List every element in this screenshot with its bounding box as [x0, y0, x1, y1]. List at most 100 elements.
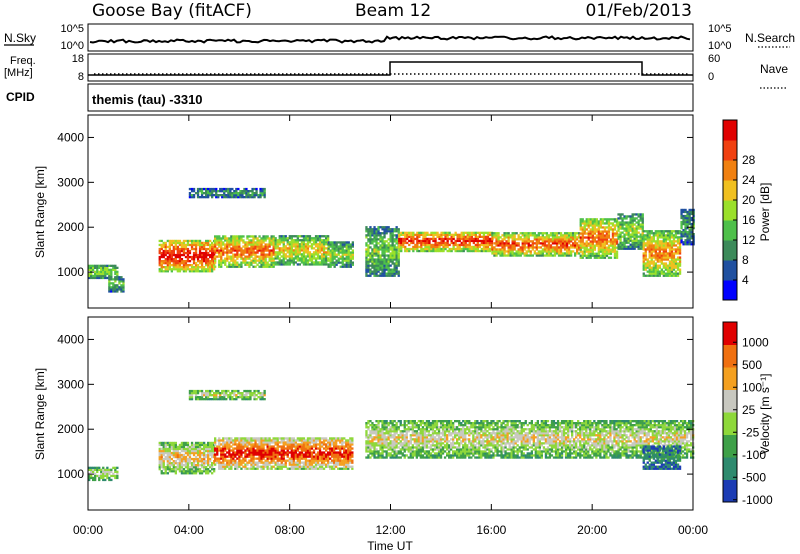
data-cell [476, 237, 479, 241]
data-cell [306, 451, 310, 454]
data-cell [408, 233, 411, 236]
data-cell [585, 248, 588, 251]
data-cell [375, 254, 378, 257]
velocity-data-cells [88, 389, 695, 482]
data-cell [515, 238, 518, 241]
data-cell [270, 265, 273, 268]
data-cell [106, 468, 109, 471]
data-cell [668, 248, 672, 251]
data-cell [196, 253, 200, 257]
data-cell [200, 192, 204, 195]
data-cell [203, 247, 206, 251]
data-cell [322, 263, 326, 266]
data-cell [656, 254, 659, 257]
data-cell [641, 227, 644, 230]
data-cell [383, 244, 386, 247]
data-cell [347, 241, 350, 244]
data-cell [670, 264, 674, 267]
data-cell [310, 439, 314, 442]
data-cell [294, 463, 297, 466]
data-cell [278, 241, 281, 244]
data-cell [188, 447, 192, 451]
data-cell [495, 236, 498, 239]
data-cell [607, 240, 611, 243]
data-cell [158, 260, 161, 263]
data-cell [400, 237, 403, 241]
data-cell [316, 467, 320, 470]
data-cell [674, 230, 678, 233]
data-cell [527, 234, 530, 237]
data-cell [375, 246, 378, 249]
data-cell [619, 215, 622, 218]
data-cell [607, 248, 611, 251]
data-cell [276, 439, 279, 442]
data-cell [298, 259, 301, 262]
data-cell [268, 265, 271, 268]
data-cell [341, 251, 344, 254]
data-cell [589, 228, 592, 231]
data-cell [294, 451, 297, 454]
data-cell [256, 241, 259, 244]
data-cell [503, 242, 506, 245]
data-cell [228, 241, 231, 244]
data-cell [282, 263, 285, 266]
data-cell [220, 263, 223, 266]
data-cell [248, 239, 251, 242]
data-cell [505, 250, 508, 253]
data-cell [194, 445, 198, 449]
data-cell [108, 270, 111, 273]
data-cell [654, 264, 657, 267]
data-cell [192, 457, 196, 461]
data-cell [327, 455, 330, 458]
data-cell [298, 451, 301, 454]
data-cell [232, 239, 235, 242]
data-cell [631, 227, 634, 230]
data-cell [426, 245, 429, 249]
data-cell [220, 259, 223, 262]
data-cell [216, 457, 219, 460]
data-cell [260, 243, 263, 246]
data-cell [454, 231, 457, 234]
data-cell [670, 234, 674, 237]
data-cell [666, 252, 670, 255]
data-cell [218, 459, 221, 462]
data-cell [410, 231, 413, 234]
data-cell [572, 242, 575, 245]
data-cell [381, 262, 384, 265]
data-cell [244, 455, 247, 458]
data-cell [578, 234, 581, 237]
data-cell [200, 460, 204, 463]
data-cell [581, 230, 584, 233]
data-cell [525, 236, 528, 239]
data-cell [244, 439, 247, 442]
data-cell [211, 449, 214, 453]
data-cell [172, 445, 175, 449]
data-cell [302, 453, 306, 456]
data-cell [574, 252, 577, 255]
data-cell [162, 441, 165, 445]
data-cell [329, 257, 332, 260]
data-cell [397, 228, 400, 231]
data-cell [216, 243, 219, 246]
data-cell [589, 246, 592, 249]
data-cell [192, 190, 196, 193]
data-cell [276, 253, 279, 256]
data-cell [549, 238, 553, 241]
data-cell [563, 238, 567, 241]
data-cell [568, 254, 571, 257]
data-cell [690, 229, 693, 232]
data-cell [395, 226, 398, 229]
data-cell [216, 451, 219, 454]
data-cell [302, 441, 306, 444]
data-cell [613, 256, 617, 259]
data-cell [676, 266, 680, 269]
data-cell [633, 213, 636, 216]
data-cell [308, 241, 312, 244]
data-cell [247, 196, 250, 199]
data-cell [660, 230, 663, 233]
data-cell [280, 457, 283, 460]
data-cell [164, 266, 167, 269]
data-cell [196, 268, 200, 271]
data-cell [200, 247, 204, 251]
data-cell [184, 255, 188, 259]
